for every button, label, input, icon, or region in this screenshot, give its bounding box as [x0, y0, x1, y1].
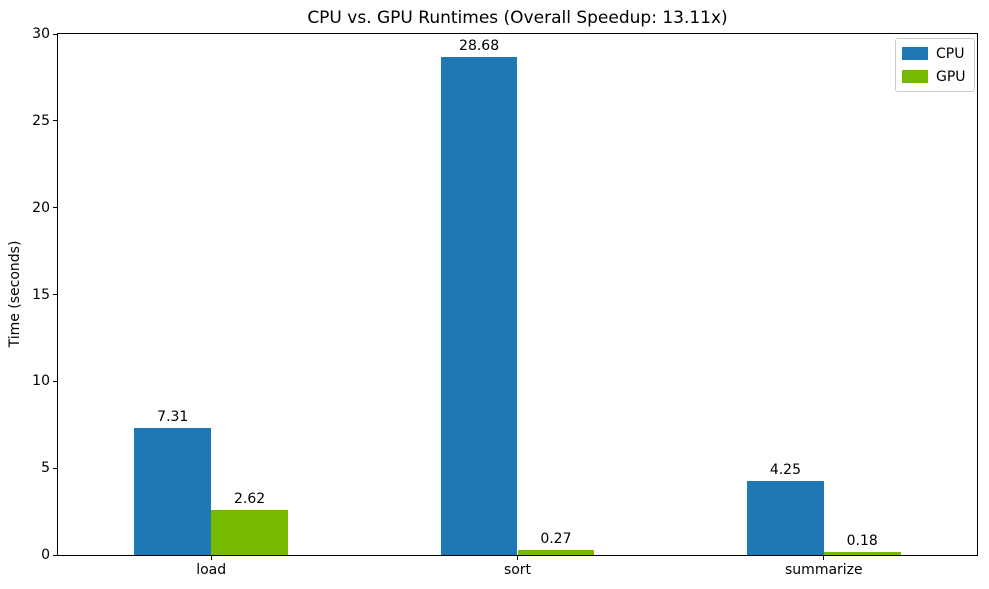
y-tick-mark [53, 554, 57, 556]
y-tick-mark [53, 120, 57, 122]
y-tick-mark [53, 294, 57, 295]
y-tick-mark [53, 380, 57, 382]
x-tick-mark [517, 556, 518, 560]
plot-area: 0 5 10 15 20 25 30 load 7.31 2.62 sort 28.68 0.27 sum… [32, 27, 978, 578]
legend-item-gpu: GPU [902, 67, 966, 86]
y-tick-label: 0 [41, 547, 50, 563]
bar-gpu-load [211, 509, 288, 555]
legend-label-cpu: CPU [936, 45, 965, 62]
legend: CPU GPU [895, 38, 975, 92]
bar-cpu-load [134, 428, 212, 555]
legend-item-cpu: CPU [902, 44, 966, 63]
y-tick-mark [53, 467, 57, 469]
legend-label-gpu: GPU [936, 68, 966, 85]
gpu-swatch-icon [902, 70, 928, 83]
x-tick-label: load [196, 562, 227, 578]
x-tick-label: summarize [785, 562, 863, 578]
y-tick-mark [53, 207, 57, 209]
y-tick-label: 25 [32, 112, 50, 129]
bar-cpu-sort [440, 56, 518, 555]
bar-value-label: 0.27 [540, 531, 572, 548]
bar-value-label: 2.62 [233, 490, 266, 507]
y-tick-label: 15 [32, 286, 50, 303]
x-tick-mark [823, 556, 825, 560]
bar-value-label: 7.31 [157, 409, 189, 426]
y-tick-label: 30 [32, 26, 50, 42]
y-tick-mark [53, 33, 57, 35]
bar-value-label: 4.25 [769, 462, 801, 479]
y-tick-label: 5 [41, 460, 50, 477]
bar-value-label: 0.18 [846, 532, 878, 549]
cpu-swatch-icon [902, 47, 928, 60]
y-tick-label: 20 [32, 199, 50, 216]
bar-value-label: 28.68 [459, 37, 500, 54]
chart-title: CPU vs. GPU Runtimes (Overall Speedup: 1… [307, 8, 728, 28]
bar-gpu-summarize [823, 551, 901, 555]
x-tick-mark [210, 556, 212, 560]
bar-gpu-sort [517, 550, 595, 555]
x-tick-label: sort [503, 562, 532, 578]
y-tick-label: 10 [32, 373, 50, 390]
bar-cpu-summarize [747, 481, 824, 555]
